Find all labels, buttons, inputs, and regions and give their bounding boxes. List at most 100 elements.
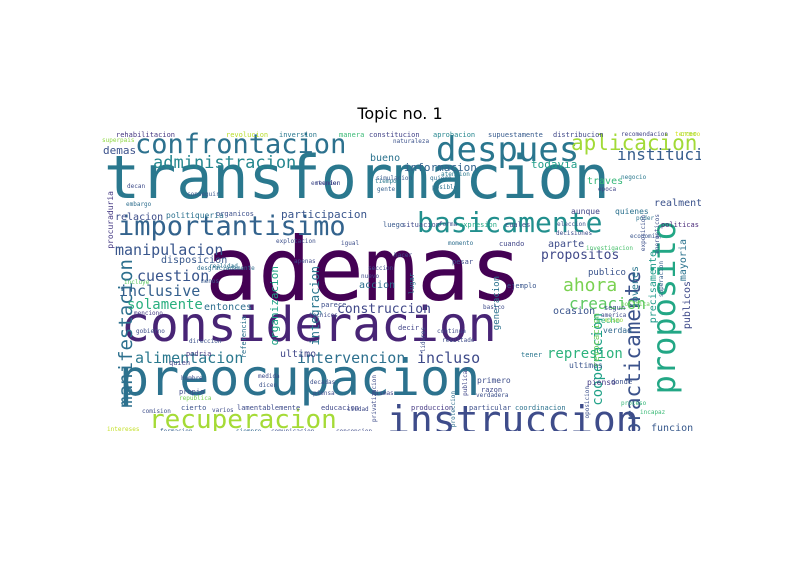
chart-title: Topic no. 1 (357, 104, 443, 123)
cloud-word: aunque (571, 207, 600, 216)
cloud-word: explotacion (276, 238, 316, 245)
cloud-word: naturaleza (393, 138, 430, 145)
cloud-word: siempre (236, 429, 261, 432)
cloud-word: aparte (548, 239, 585, 250)
cloud-word: recomendacion (621, 131, 668, 138)
cloud-word: direccion (189, 338, 222, 345)
cloud-word: privatizacion (371, 375, 378, 422)
cloud-word: cierto (181, 404, 207, 412)
cloud-word: proceso (621, 400, 647, 407)
cloud-word: formacion (160, 429, 193, 432)
cloud-word: parece (321, 301, 347, 309)
cloud-word: continua (437, 328, 466, 335)
cloud-word: propositos (541, 248, 620, 263)
cloud-word: epoca (598, 186, 617, 193)
cloud-word: america (601, 312, 627, 319)
cloud-word: cuales (505, 221, 531, 229)
cloud-word: particular (469, 404, 512, 412)
cloud-word: incapaz (640, 409, 666, 416)
cloud-word: incluso (417, 349, 481, 367)
cloud-word: supuestamente (488, 131, 543, 139)
cloud-word: atencion (441, 171, 470, 178)
cloud-word: nuevo (361, 273, 380, 280)
cloud-word: ultimo (280, 349, 317, 360)
cloud-word: verdadera (476, 392, 509, 399)
cloud-word: politicas (661, 221, 699, 229)
cloud-word: ultimos (569, 361, 603, 370)
cloud-word: propio (179, 388, 205, 396)
cloud-word: despues (436, 131, 580, 170)
cloud-word: forma (439, 221, 458, 228)
cloud-word: realmente (654, 198, 701, 209)
cloud-word: administracion (153, 153, 297, 173)
cloud-word: eleccion (557, 221, 586, 228)
cloud-word: basico (483, 304, 505, 311)
cloud-word: desgraciadamente (197, 265, 255, 272)
cloud-word: verdad (603, 326, 632, 335)
cloud-word: situacion (402, 221, 440, 229)
cloud-word: publicas (462, 367, 469, 396)
cloud-word: referencia (240, 316, 248, 359)
cloud-word: ahora (563, 275, 618, 296)
cloud-word: cuestion (137, 267, 210, 285)
cloud-word: preocupacion (119, 349, 481, 407)
cloud-word: exposicion (640, 215, 647, 252)
cloud-word: menciono (134, 310, 163, 317)
cloud-word: basicamente (417, 206, 603, 239)
cloud-word: intereses (107, 426, 140, 432)
cloud-word: gobierno (136, 328, 165, 335)
cloud-word: decir (398, 324, 420, 332)
cloud-word: razon (481, 386, 503, 394)
cloud-word: manipulacion (115, 241, 224, 259)
cloud-word: solamente (127, 297, 203, 313)
cloud-word: instruccion (387, 398, 639, 431)
cloud-word: menos (201, 278, 220, 285)
cloud-word: economia (630, 233, 659, 240)
cloud-word: energeticos (654, 214, 661, 254)
cloud-word: podria (186, 350, 212, 358)
cloud-word: demas (103, 144, 137, 157)
cloud-word: alimentacion (135, 349, 244, 367)
cloud-word: creacion (569, 294, 647, 313)
cloud-word: donde (611, 378, 633, 386)
cloud-word: produccion (411, 404, 454, 412)
word-cloud: ademas transformacion consideracion preocup… (101, 131, 701, 431)
cloud-word: ejemplo (507, 282, 537, 290)
cloud-word: ademas (205, 218, 523, 321)
cloud-word: tiempo (375, 178, 397, 185)
cloud-word: integracion (308, 266, 322, 346)
cloud-word: coordinacion (515, 404, 566, 412)
cloud-word: negocio (621, 174, 647, 181)
cloud-word: gente (377, 186, 396, 193)
cloud-word: decisiones (556, 230, 593, 237)
cloud-word: confrontacion (135, 131, 347, 160)
cloud-word: relacion (115, 212, 164, 223)
cloud-word: todavia (531, 158, 578, 171)
cloud-word: inversion (279, 131, 317, 139)
cloud-word: embargo (126, 201, 152, 208)
cloud-word: comision (142, 408, 171, 415)
cloud-word: manera (339, 131, 365, 139)
cloud-word: primero (477, 376, 511, 385)
cloud-word: cuando (499, 240, 525, 248)
cloud-word: superpais (102, 137, 135, 144)
cloud-word: oposicion (584, 386, 591, 419)
cloud-word: politiqueria (166, 211, 224, 220)
cloud-word: consideracion (121, 297, 497, 353)
cloud-word: mismas (372, 390, 394, 397)
cloud-word: hecho (596, 316, 621, 325)
cloud-word: quienes (615, 207, 649, 216)
cloud-word: traves (587, 176, 624, 187)
cloud-word: investigacion (586, 245, 633, 252)
cloud-word: conseguir (187, 191, 220, 198)
cloud-word: incluye (124, 279, 150, 286)
cloud-word: dicen (259, 382, 278, 389)
cloud-word: bueno (370, 153, 401, 164)
cloud-word: igual (341, 240, 360, 247)
cloud-word: proteccion (450, 391, 457, 428)
cloud-word: aprobacion (433, 131, 476, 139)
cloud-word: educacion (321, 404, 359, 412)
cloud-word: publicos (682, 281, 693, 330)
cloud-word: medida (258, 373, 280, 380)
cloud-word: creo (680, 131, 697, 138)
